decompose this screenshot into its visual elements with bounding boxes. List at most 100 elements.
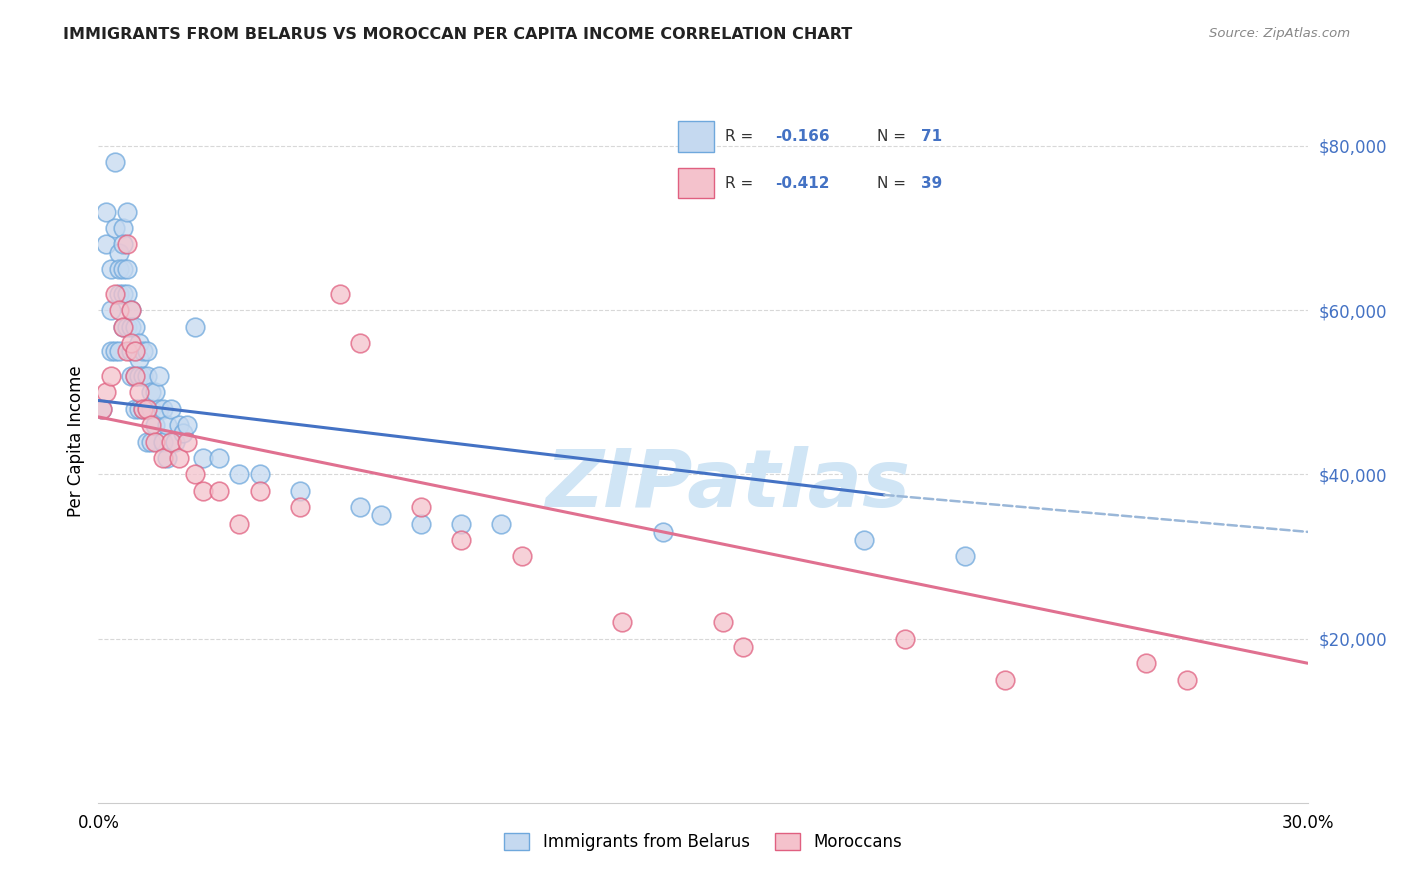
Point bbox=[103, 221, 125, 235]
Point bbox=[208, 450, 231, 465]
Point bbox=[120, 303, 142, 318]
Text: Source: ZipAtlas.com: Source: ZipAtlas.com bbox=[1209, 27, 1350, 40]
Point bbox=[128, 352, 150, 367]
Point bbox=[100, 368, 122, 383]
Point bbox=[409, 516, 432, 531]
Point bbox=[111, 221, 134, 235]
Point bbox=[115, 319, 138, 334]
Point bbox=[135, 401, 157, 416]
Text: ZIPatlas: ZIPatlas bbox=[544, 446, 910, 524]
Point bbox=[193, 483, 215, 498]
Point bbox=[100, 344, 122, 359]
Point bbox=[409, 500, 432, 515]
Point bbox=[135, 434, 157, 449]
Point bbox=[148, 401, 170, 416]
Point bbox=[651, 524, 673, 539]
Point bbox=[91, 401, 114, 416]
Point bbox=[124, 344, 146, 359]
Point bbox=[107, 262, 129, 277]
Point bbox=[120, 368, 142, 383]
Point bbox=[249, 483, 271, 498]
Point bbox=[193, 450, 215, 465]
Point bbox=[111, 262, 134, 277]
Point bbox=[139, 401, 162, 416]
Point bbox=[96, 237, 118, 252]
Point bbox=[208, 483, 231, 498]
Point bbox=[96, 385, 118, 400]
Point bbox=[120, 336, 142, 351]
Point bbox=[249, 467, 271, 482]
Point bbox=[711, 615, 734, 630]
Point bbox=[329, 286, 352, 301]
Point bbox=[128, 368, 150, 383]
Point bbox=[143, 434, 166, 449]
Legend: Immigrants from Belarus, Moroccans: Immigrants from Belarus, Moroccans bbox=[496, 825, 910, 860]
Point bbox=[156, 418, 179, 433]
Text: IMMIGRANTS FROM BELARUS VS MOROCCAN PER CAPITA INCOME CORRELATION CHART: IMMIGRANTS FROM BELARUS VS MOROCCAN PER … bbox=[63, 27, 852, 42]
Point bbox=[491, 516, 513, 531]
Point bbox=[612, 615, 634, 630]
Point bbox=[120, 319, 142, 334]
Point bbox=[288, 483, 311, 498]
Point bbox=[143, 385, 166, 400]
Point bbox=[128, 401, 150, 416]
Point bbox=[103, 155, 125, 169]
Point bbox=[450, 516, 472, 531]
Point bbox=[91, 401, 114, 416]
Point bbox=[120, 303, 142, 318]
Point bbox=[132, 368, 155, 383]
Point bbox=[115, 262, 138, 277]
Point bbox=[111, 286, 134, 301]
Point bbox=[450, 533, 472, 547]
Point bbox=[953, 549, 976, 564]
Point bbox=[111, 319, 134, 334]
Point bbox=[124, 368, 146, 383]
Point bbox=[128, 336, 150, 351]
Point bbox=[96, 204, 118, 219]
Point bbox=[184, 467, 207, 482]
Point bbox=[132, 401, 155, 416]
Point bbox=[893, 632, 915, 646]
Point bbox=[160, 434, 183, 449]
Point bbox=[156, 450, 179, 465]
Point bbox=[132, 401, 155, 416]
Point bbox=[100, 303, 122, 318]
Point bbox=[349, 500, 371, 515]
Point bbox=[135, 401, 157, 416]
Point bbox=[115, 344, 138, 359]
Point bbox=[288, 500, 311, 515]
Point bbox=[139, 434, 162, 449]
Point bbox=[148, 368, 170, 383]
Point bbox=[135, 344, 157, 359]
Point bbox=[124, 344, 146, 359]
Point bbox=[103, 286, 125, 301]
Point bbox=[228, 467, 250, 482]
Point bbox=[120, 344, 142, 359]
Point bbox=[111, 319, 134, 334]
Point bbox=[115, 237, 138, 252]
Point bbox=[124, 368, 146, 383]
Point bbox=[172, 426, 194, 441]
Point bbox=[135, 368, 157, 383]
Point bbox=[128, 385, 150, 400]
Point bbox=[1135, 657, 1157, 671]
Point bbox=[111, 237, 134, 252]
Point bbox=[124, 319, 146, 334]
Point bbox=[139, 385, 162, 400]
Point bbox=[124, 401, 146, 416]
Point bbox=[103, 344, 125, 359]
Y-axis label: Per Capita Income: Per Capita Income bbox=[66, 366, 84, 517]
Point bbox=[115, 286, 138, 301]
Point bbox=[139, 418, 162, 433]
Point bbox=[994, 673, 1017, 687]
Point bbox=[184, 319, 207, 334]
Point bbox=[370, 508, 392, 523]
Point bbox=[163, 434, 186, 449]
Point bbox=[733, 640, 755, 654]
Point bbox=[143, 418, 166, 433]
Point bbox=[167, 450, 190, 465]
Point bbox=[152, 401, 174, 416]
Point bbox=[107, 286, 129, 301]
Point bbox=[132, 344, 155, 359]
Point bbox=[349, 336, 371, 351]
